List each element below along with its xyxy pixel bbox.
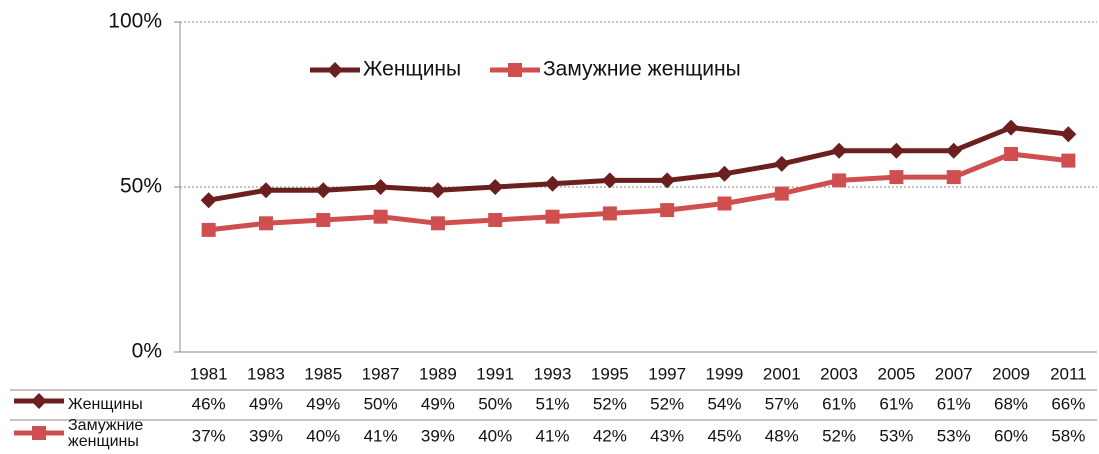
table-row-label: Женщины bbox=[68, 396, 143, 413]
x-tick-label: 2001 bbox=[763, 364, 801, 383]
data-point bbox=[601, 172, 618, 189]
data-label: 49% bbox=[249, 394, 283, 413]
y-tick-label: 100% bbox=[108, 10, 162, 33]
data-point bbox=[660, 203, 675, 218]
x-tick-label: 1989 bbox=[419, 364, 457, 383]
x-tick-label: 1997 bbox=[648, 364, 686, 383]
data-label: 61% bbox=[822, 394, 856, 413]
data-label: 37% bbox=[192, 426, 226, 445]
data-label: 39% bbox=[249, 426, 283, 445]
data-label: 68% bbox=[994, 394, 1028, 413]
data-point bbox=[201, 222, 216, 237]
data-point bbox=[487, 179, 504, 195]
table-legend-marker bbox=[31, 393, 47, 409]
data-point bbox=[430, 216, 445, 231]
legend-marker bbox=[508, 63, 522, 77]
data-label: 58% bbox=[1051, 426, 1085, 445]
data-label: 41% bbox=[364, 426, 398, 445]
data-point bbox=[945, 142, 962, 159]
data-label: 46% bbox=[192, 394, 226, 413]
data-label: 52% bbox=[650, 394, 684, 413]
data-label: 45% bbox=[707, 426, 741, 445]
x-tick-label: 1995 bbox=[591, 364, 629, 383]
data-point bbox=[832, 173, 847, 188]
legend-marker bbox=[327, 62, 343, 78]
data-label: 49% bbox=[421, 394, 455, 413]
data-label: 50% bbox=[364, 394, 398, 413]
y-tick-label: 50% bbox=[120, 175, 162, 198]
series-line bbox=[208, 125, 1069, 203]
data-point bbox=[1003, 119, 1020, 136]
x-tick-label: 1983 bbox=[247, 364, 285, 383]
data-label: 53% bbox=[879, 426, 913, 445]
data-point bbox=[544, 175, 561, 192]
data-point bbox=[429, 182, 446, 199]
x-tick-label: 1991 bbox=[476, 364, 514, 383]
data-label: 61% bbox=[879, 394, 913, 413]
data-label: 61% bbox=[937, 394, 971, 413]
data-label: 48% bbox=[765, 426, 799, 445]
y-tick-label: 0% bbox=[132, 340, 162, 363]
data-point bbox=[773, 155, 790, 172]
x-tick-label: 1985 bbox=[304, 364, 342, 383]
data-point bbox=[889, 170, 904, 185]
data-point bbox=[717, 196, 732, 211]
data-label: 66% bbox=[1051, 394, 1085, 413]
data-point bbox=[373, 209, 388, 224]
data-point bbox=[200, 192, 217, 209]
data-point bbox=[257, 182, 274, 199]
data-label: 60% bbox=[994, 426, 1028, 445]
data-point bbox=[888, 142, 905, 159]
data-point bbox=[545, 209, 560, 224]
legend-label: Женщины bbox=[363, 58, 461, 81]
data-point bbox=[1004, 147, 1019, 161]
data-point bbox=[258, 216, 273, 231]
x-tick-label: 2011 bbox=[1050, 364, 1087, 383]
data-point bbox=[774, 186, 789, 201]
table-legend-marker bbox=[32, 426, 46, 440]
data-label: 52% bbox=[593, 394, 627, 413]
data-point bbox=[716, 165, 733, 182]
x-tick-label: 2003 bbox=[820, 364, 858, 383]
x-tick-label: 1999 bbox=[706, 364, 744, 383]
x-tick-label: 1993 bbox=[534, 364, 572, 383]
data-label: 50% bbox=[478, 394, 512, 413]
data-label: 41% bbox=[536, 426, 570, 445]
data-point bbox=[946, 170, 961, 185]
x-tick-label: 1981 bbox=[190, 364, 228, 383]
data-label: 39% bbox=[421, 426, 455, 445]
data-point bbox=[372, 179, 389, 195]
legend-label: Замужние женщины bbox=[543, 58, 741, 81]
data-point bbox=[831, 142, 848, 159]
x-tick-label: 2009 bbox=[992, 364, 1030, 383]
x-tick-label: 2005 bbox=[877, 364, 915, 383]
data-label: 51% bbox=[536, 394, 570, 413]
data-point bbox=[316, 213, 331, 227]
x-tick-label: 1987 bbox=[362, 364, 400, 383]
x-tick-label: 2007 bbox=[935, 364, 973, 383]
data-point bbox=[488, 213, 503, 227]
series-line bbox=[208, 151, 1069, 233]
data-point bbox=[602, 206, 617, 221]
table-row-label: Замужние женщины bbox=[68, 417, 144, 450]
data-point bbox=[1061, 153, 1076, 168]
data-label: 52% bbox=[822, 426, 856, 445]
data-point bbox=[1060, 126, 1077, 143]
data-label: 57% bbox=[765, 394, 799, 413]
data-label: 43% bbox=[650, 426, 684, 445]
data-point bbox=[315, 182, 332, 199]
data-label: 40% bbox=[306, 426, 340, 445]
data-label: 53% bbox=[937, 426, 971, 445]
data-label: 40% bbox=[478, 426, 512, 445]
data-label: 42% bbox=[593, 426, 627, 445]
data-label: 49% bbox=[306, 394, 340, 413]
data-label: 54% bbox=[707, 394, 741, 413]
data-point bbox=[659, 172, 676, 189]
